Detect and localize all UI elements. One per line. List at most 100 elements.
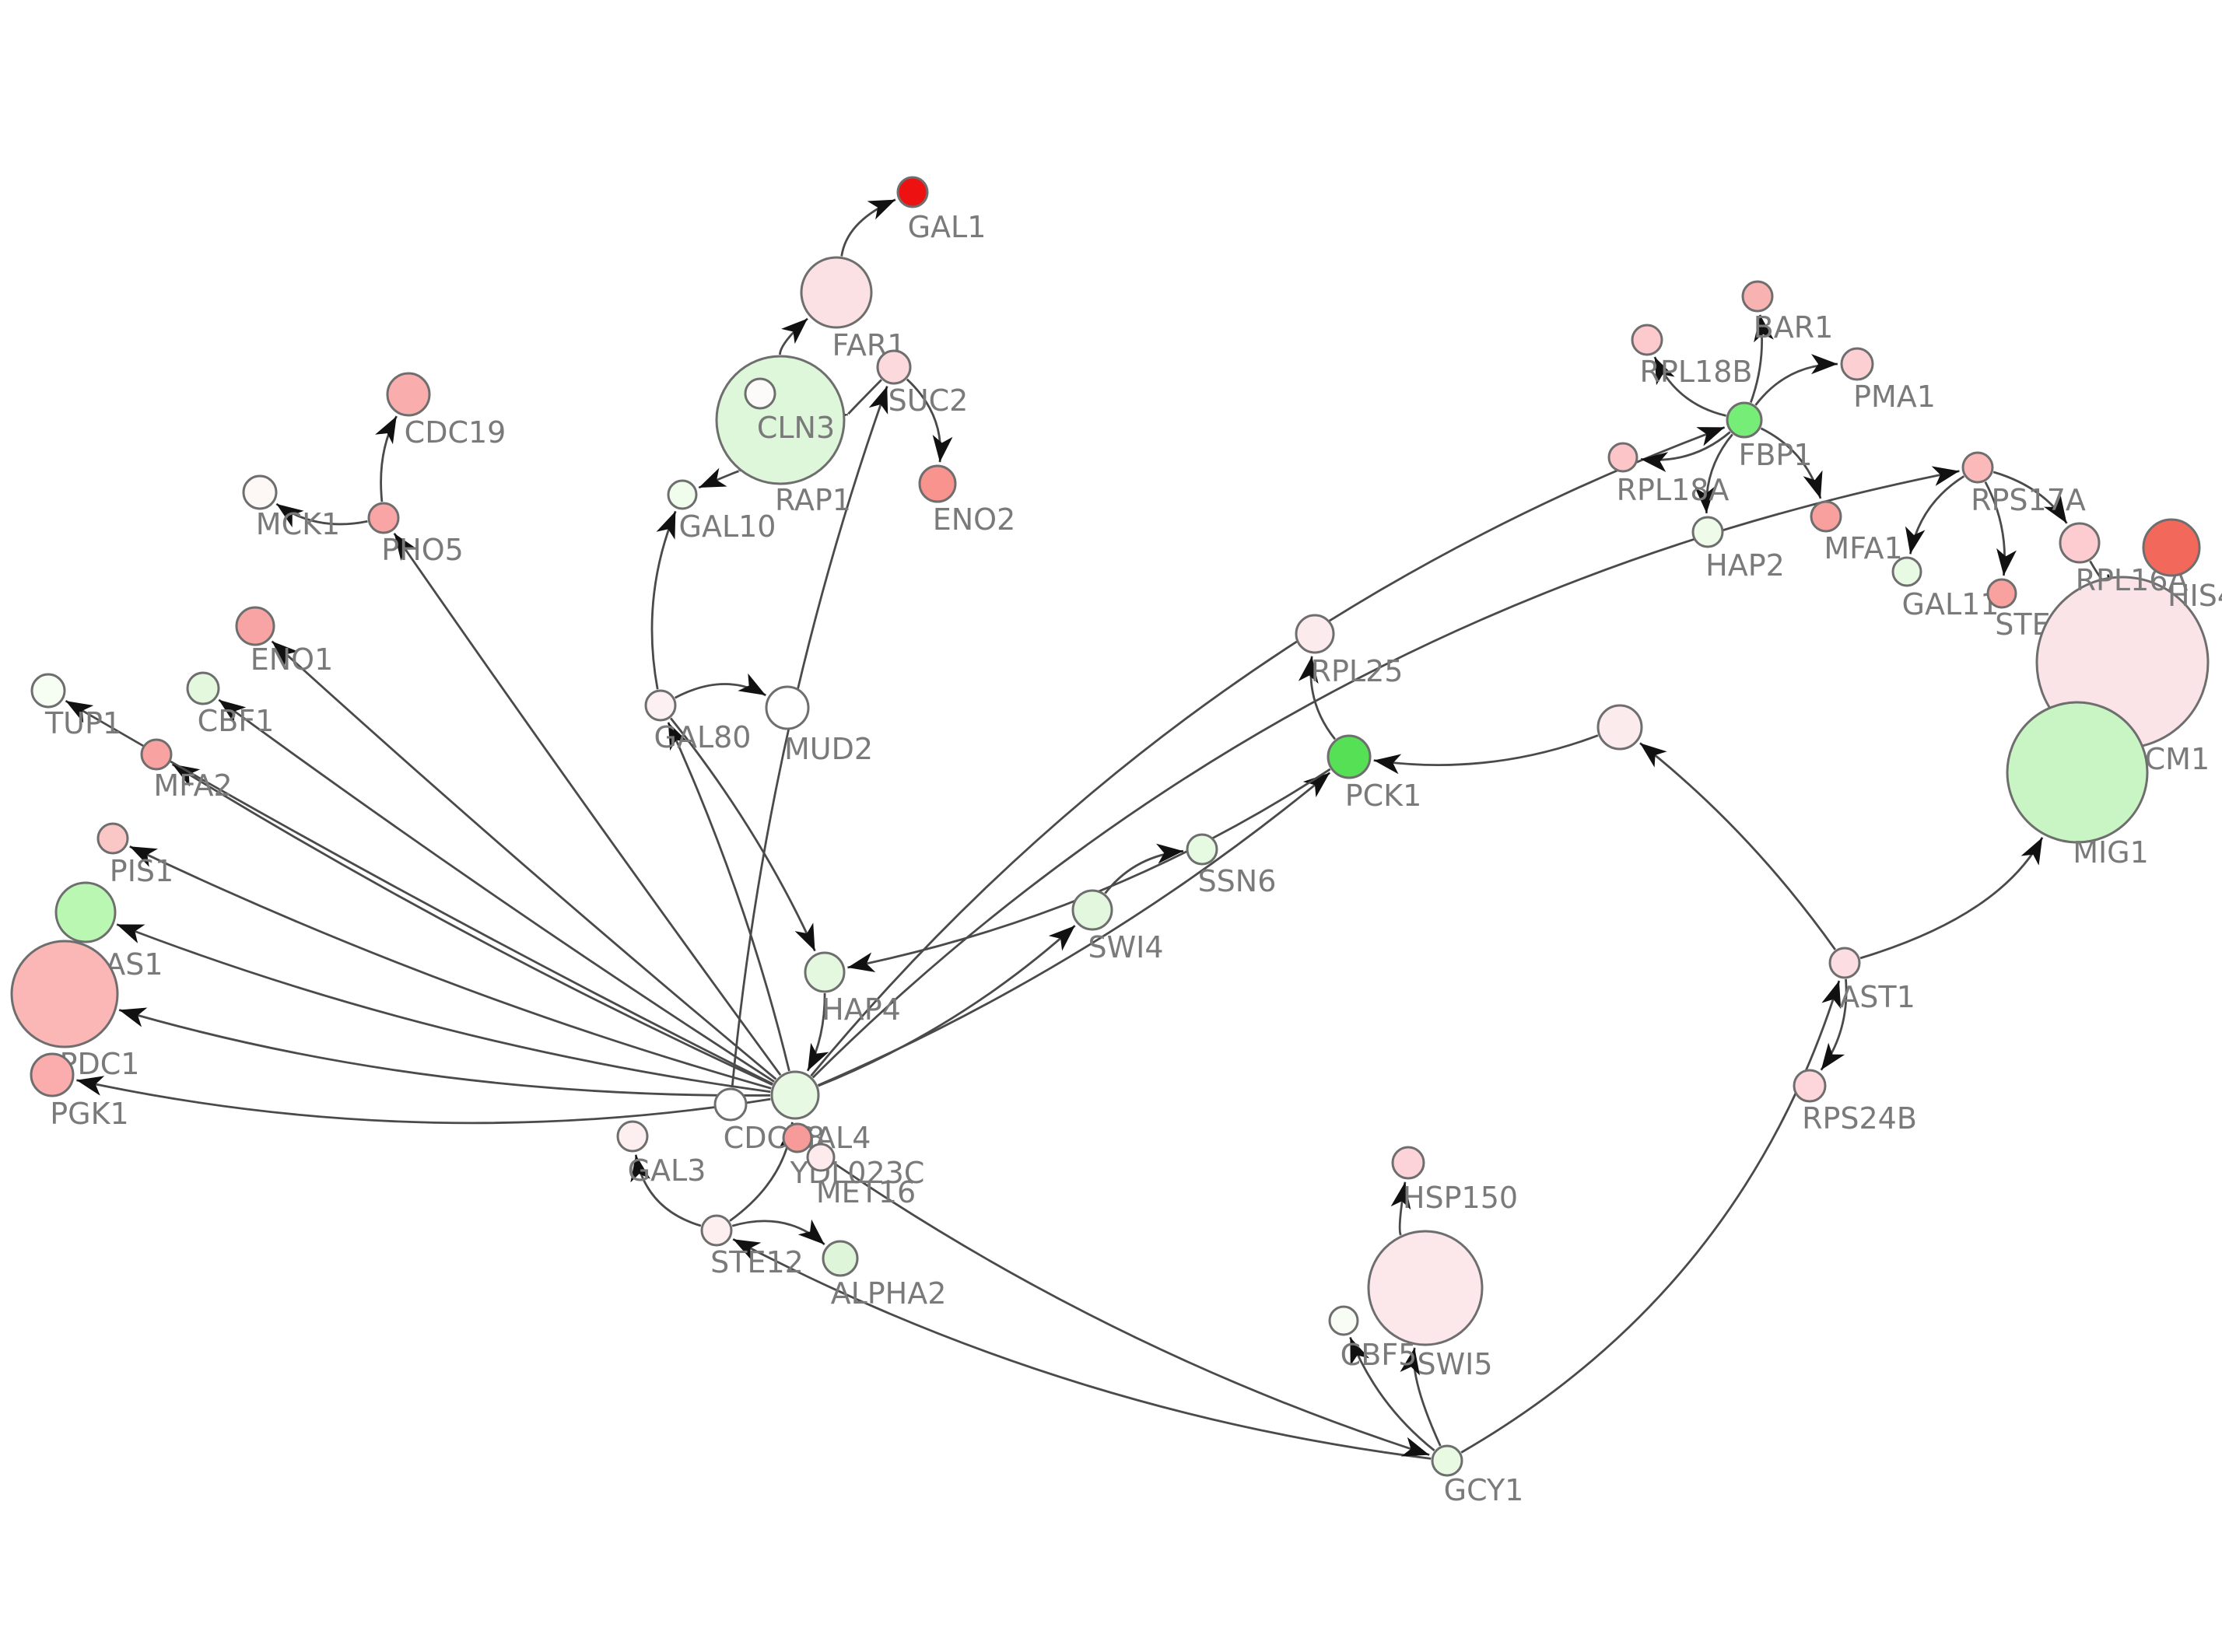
edge-UNL1-PCK1[interactable] bbox=[1373, 734, 1599, 775]
node-PGK1[interactable] bbox=[30, 1052, 75, 1097]
edge-GCY1-SWI5[interactable] bbox=[1400, 1347, 1442, 1447]
node-CBF5[interactable] bbox=[1328, 1305, 1359, 1336]
node-FBP1[interactable] bbox=[1726, 401, 1763, 439]
edge-FBP1-HAP2[interactable] bbox=[1695, 433, 1733, 514]
node-FAR1[interactable] bbox=[800, 256, 873, 329]
edge-FBP1-RPL18A[interactable] bbox=[1640, 431, 1731, 472]
node-MFA1[interactable] bbox=[1810, 500, 1842, 533]
node-GAL4[interactable] bbox=[770, 1070, 820, 1120]
edge-PCK1-RPL25[interactable] bbox=[1298, 656, 1336, 740]
edge-SWI5-HSP150[interactable] bbox=[1390, 1181, 1411, 1236]
node-BAR1[interactable] bbox=[1741, 280, 1774, 313]
node-UNL1-unlabeled[interactable] bbox=[1596, 704, 1643, 751]
edge-CDC28-SUC2[interactable] bbox=[731, 386, 888, 1088]
node-CBF1[interactable] bbox=[186, 671, 220, 705]
edge-GAL4-PHO5[interactable] bbox=[393, 532, 782, 1076]
edge-RPS17A-STE2[interactable] bbox=[1984, 481, 2017, 576]
edge-GAL4-PIS1[interactable] bbox=[129, 845, 772, 1090]
edge-AST1-UNL1[interactable] bbox=[1639, 742, 1836, 950]
node-MUD2[interactable] bbox=[765, 685, 810, 730]
edge-GAL4-CBF1[interactable] bbox=[218, 698, 775, 1083]
edge-FBP1-RPL18B[interactable] bbox=[1653, 356, 1726, 417]
node-AST1[interactable] bbox=[1828, 947, 1861, 979]
node-HSP150[interactable] bbox=[1391, 1146, 1425, 1180]
node-RPS24B[interactable] bbox=[1793, 1069, 1827, 1103]
node-PCK1[interactable] bbox=[1327, 734, 1372, 779]
node-ENO1[interactable] bbox=[235, 606, 275, 646]
node-RPL18B[interactable] bbox=[1631, 324, 1663, 356]
node-STE12[interactable] bbox=[700, 1214, 733, 1247]
node-DOT1-unlabeled[interactable] bbox=[744, 377, 776, 410]
edge-GCY1-STE12[interactable] bbox=[732, 1237, 1432, 1460]
edge-GCY1-AST1[interactable] bbox=[1460, 980, 1842, 1454]
node-SWI4[interactable] bbox=[1071, 889, 1113, 931]
node-TUP1[interactable] bbox=[30, 673, 66, 709]
node-GAL11[interactable] bbox=[1891, 556, 1922, 587]
edge-GAL4-PGK1[interactable] bbox=[76, 1076, 771, 1125]
node-label-HAP2: HAP2 bbox=[1705, 548, 1785, 583]
edge-PHO5-CDC19[interactable] bbox=[375, 415, 398, 502]
node-GCY1[interactable] bbox=[1431, 1444, 1463, 1477]
edge-SUC2-CLN3[interactable] bbox=[820, 379, 882, 427]
node-CDC28[interactable] bbox=[713, 1087, 748, 1122]
node-YDL023C[interactable] bbox=[782, 1122, 813, 1153]
edge-AST1-RPS24B[interactable] bbox=[1820, 978, 1848, 1071]
edge-PHO5-MCK1[interactable] bbox=[275, 502, 368, 528]
node-GAL1[interactable] bbox=[896, 176, 929, 208]
node-PIS1[interactable] bbox=[96, 822, 129, 855]
edge-GAL4-MFA2[interactable] bbox=[171, 763, 773, 1086]
edge-GAL4-PDC1[interactable] bbox=[118, 1007, 771, 1097]
edge-GAL4-ENO1[interactable] bbox=[271, 640, 777, 1080]
node-MIG1[interactable] bbox=[2006, 701, 2149, 844]
node-SSN6[interactable] bbox=[1186, 833, 1218, 866]
node-CDC19[interactable] bbox=[386, 372, 431, 417]
node-MET16[interactable] bbox=[806, 1143, 836, 1172]
node-RPL25[interactable] bbox=[1295, 614, 1335, 654]
node-ALPHA2[interactable] bbox=[822, 1240, 859, 1277]
node-MFA2[interactable] bbox=[140, 738, 173, 771]
edge-GAL4-FBP1[interactable] bbox=[810, 426, 1726, 1077]
node-GAL80[interactable] bbox=[644, 689, 677, 722]
edge-RPS17A-GAL11[interactable] bbox=[1905, 475, 1965, 555]
edge-GCY1-CBF5[interactable] bbox=[1349, 1336, 1435, 1451]
node-SWI5[interactable] bbox=[1367, 1230, 1484, 1346]
node-RPL16A[interactable] bbox=[2059, 522, 2101, 564]
node-RPS17A[interactable] bbox=[1961, 451, 1994, 484]
edge-GAL4-RPS17A[interactable] bbox=[811, 466, 1960, 1079]
edge-CLN3-FAR1[interactable] bbox=[779, 317, 808, 355]
edge-FBP1-PMA1[interactable] bbox=[1754, 354, 1838, 406]
edge-STE12-ALPHA2[interactable] bbox=[731, 1219, 825, 1246]
edge-RPS17A-RPL16A[interactable] bbox=[1992, 471, 2068, 524]
node-PMA1[interactable] bbox=[1840, 347, 1874, 381]
node-MCK1[interactable] bbox=[242, 474, 278, 510]
node-ENO2[interactable] bbox=[918, 464, 957, 503]
node-GAL10[interactable] bbox=[667, 479, 698, 510]
edge-GAL4-PCK1[interactable] bbox=[817, 772, 1331, 1087]
edge-FAR1-GAL1[interactable] bbox=[840, 198, 896, 257]
edge-YDL023C-GCY1[interactable] bbox=[809, 1146, 1430, 1457]
edge-CLN3-GAL10[interactable] bbox=[698, 467, 741, 489]
edge-AST1-MIG1[interactable] bbox=[1859, 837, 2044, 960]
node-label-HSP150: HSP150 bbox=[1403, 1181, 1518, 1215]
edge-HAP4-GAL4[interactable] bbox=[806, 992, 829, 1072]
edge-STE12-GAL3[interactable] bbox=[630, 1154, 702, 1227]
node-HAP4[interactable] bbox=[804, 951, 846, 993]
edge-FBP1-MFA1[interactable] bbox=[1760, 427, 1823, 499]
node-HIS4[interactable] bbox=[2142, 518, 2201, 577]
edge-GAL4-RAS1[interactable] bbox=[116, 923, 771, 1094]
edge-SUC2-ENO2[interactable] bbox=[906, 378, 953, 463]
node-GAL3[interactable] bbox=[616, 1120, 649, 1153]
edge-GAL80-MUD2[interactable] bbox=[674, 673, 766, 699]
edge-FBP1-BAR1[interactable] bbox=[1749, 314, 1774, 403]
edge-GAL80-GAL10[interactable] bbox=[650, 510, 677, 690]
edge-GAL80-HAP4[interactable] bbox=[670, 717, 816, 952]
node-SUC2[interactable] bbox=[876, 349, 912, 385]
edge-GAL4-GAL80[interactable] bbox=[667, 722, 790, 1072]
node-RAS1[interactable] bbox=[54, 881, 117, 943]
node-HAP2[interactable] bbox=[1691, 516, 1724, 548]
node-STE2[interactable] bbox=[1986, 578, 2017, 609]
node-PDC1[interactable] bbox=[10, 940, 119, 1048]
node-PHO5[interactable] bbox=[367, 502, 400, 534]
node-RPL18A[interactable] bbox=[1607, 442, 1638, 473]
